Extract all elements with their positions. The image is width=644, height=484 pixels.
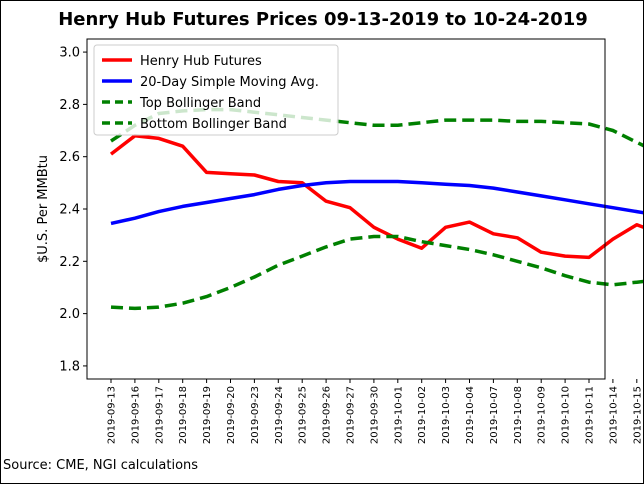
source-note: Source: CME, NGI calculations: [3, 458, 199, 473]
x-tick-label: 2019-09-27: [346, 386, 357, 444]
legend-box: [93, 44, 339, 136]
x-tick-label: 2019-09-17: [154, 386, 165, 444]
chart-title: Henry Hub Futures Prices 09-13-2019 to 1…: [58, 9, 588, 30]
series-line-2: [110, 179, 643, 226]
axes-layer: 1.8 2.0 2.2 2.4 2.6 2.8 3.0 2019-09-13 2019-09-1…: [59, 38, 643, 444]
x-tick-label: 2019-09-23: [250, 386, 261, 444]
x-tick-label: 2019-09-30: [369, 386, 380, 444]
y-tick-label: 2.0: [59, 307, 80, 322]
x-tick-label: 2019-09-19: [202, 386, 213, 444]
y-tick-label: 2.2: [59, 255, 80, 270]
x-tick-label: 2019-10-01: [393, 386, 404, 444]
series-line-1: [109, 134, 643, 260]
series-layer: [109, 107, 643, 311]
legend-label: 20-Day Simple Moving Avg.: [140, 75, 319, 90]
x-tick-label: 2019-10-03: [441, 386, 452, 444]
series-line-4: [110, 234, 643, 311]
legend-label: Bottom Bollinger Band: [140, 117, 287, 132]
x-tick-label: 2019-09-13: [107, 386, 118, 444]
x-tick-label: 2019-09-25: [298, 386, 309, 444]
y-tick-label: 2.4: [59, 203, 80, 218]
x-tick-label: 2019-09-20: [226, 386, 237, 444]
legend: Henry Hub Futures 20-Day Simple Moving Av…: [93, 44, 339, 136]
y-tick-label: 3.0: [59, 46, 80, 61]
x-tick-label: 2019-10-10: [561, 386, 572, 444]
x-tick-label: 2019-10-15: [632, 386, 643, 444]
x-tick-label: 2019-09-24: [274, 386, 285, 444]
x-tick-label: 2019-10-11: [585, 386, 596, 444]
y-tick-label: 1.8: [59, 359, 80, 374]
x-tick-label: 2019-09-26: [322, 386, 333, 444]
x-tick-label: 2019-10-08: [513, 386, 524, 444]
x-tick-label: 2019-10-14: [608, 386, 619, 444]
x-tick-label: 2019-10-09: [537, 386, 548, 444]
legend-label: Top Bollinger Band: [139, 96, 261, 111]
y-axis-label: $U.S. Per MMBtu: [36, 155, 51, 263]
x-tick-label: 2019-09-18: [178, 386, 189, 444]
y-tick-label: 2.6: [59, 150, 80, 165]
y-tick-label: 2.8: [59, 98, 80, 113]
x-tick-label: 2019-10-07: [489, 386, 500, 444]
x-tick-label: 2019-10-04: [465, 386, 476, 444]
legend-label: Henry Hub Futures: [140, 54, 262, 69]
x-tick-label: 2019-10-02: [417, 386, 428, 444]
x-tick-label: 2019-09-16: [130, 386, 141, 444]
